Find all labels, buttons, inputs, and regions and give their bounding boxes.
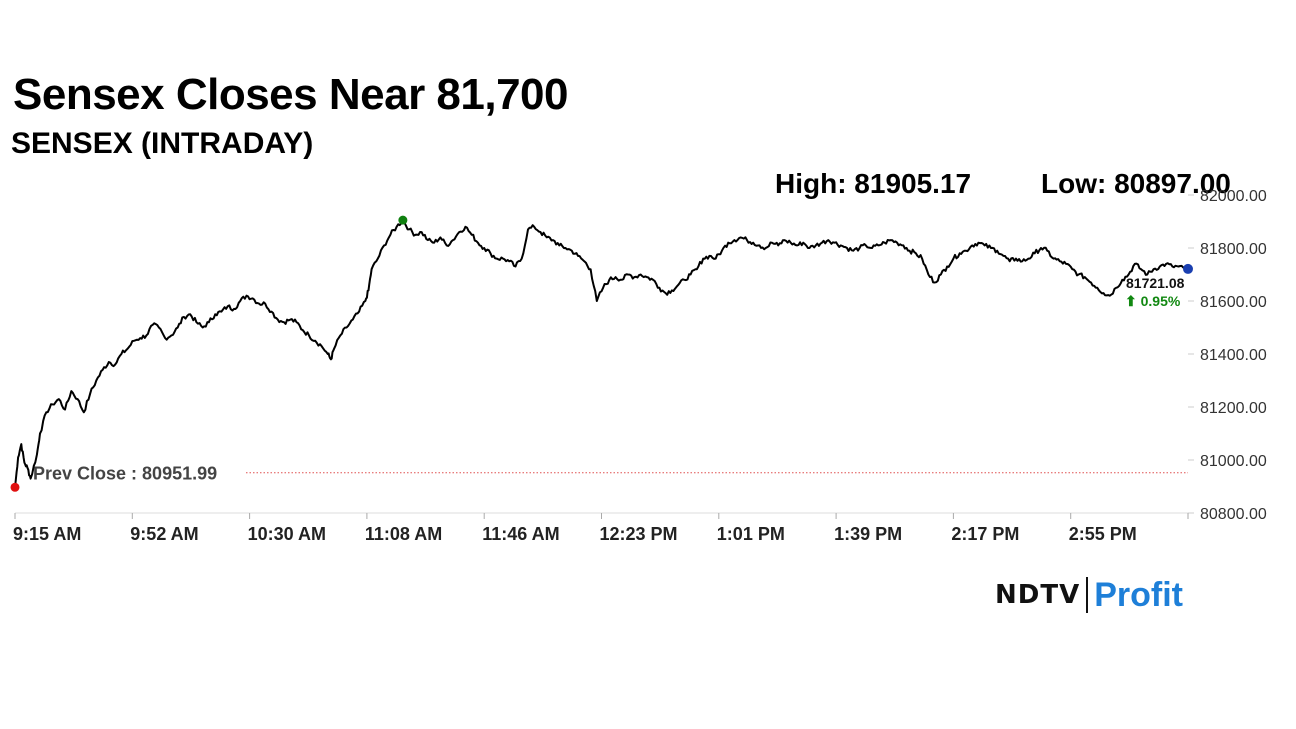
x-tick-label: 2:55 PM — [1069, 524, 1137, 544]
chart-title: SENSEX (INTRADAY) — [11, 127, 314, 160]
last-price-marker — [1183, 263, 1193, 274]
percent-change-label: ⬆ 0.95% — [1125, 293, 1181, 309]
profit-wordmark: Profit — [1094, 575, 1183, 614]
x-tick-label: 9:15 AM — [13, 524, 81, 544]
ndtv-wordmark: NDTV — [995, 580, 1081, 610]
x-tick-label: 1:01 PM — [717, 524, 785, 544]
day-low-marker — [10, 482, 20, 492]
price-series-line — [14, 219, 1189, 488]
x-tick-label: 10:30 AM — [248, 524, 326, 544]
x-axis: 9:15 AM 9:52 AM 10:30 AM 11:08 AM 11:46 AM 12… — [13, 512, 1189, 544]
headline: Sensex Closes Near 81,700 — [13, 70, 569, 119]
x-tick-label: 12:23 PM — [600, 524, 678, 544]
y-tick-label: 81800.00 — [1200, 241, 1267, 258]
y-tick-label: 81400.00 — [1200, 347, 1267, 364]
prev-close-label: Prev Close : 80951.99 — [33, 464, 217, 484]
x-tick-label: 11:46 AM — [482, 524, 559, 544]
x-tick-label: 2:17 PM — [951, 524, 1019, 544]
logo-divider — [1086, 577, 1089, 613]
day-low-label: Low: 80897.00 — [1041, 168, 1231, 199]
y-tick-label: 81600.00 — [1200, 294, 1267, 311]
y-tick-label: 82000.00 — [1200, 188, 1267, 205]
y-tick-label: 81000.00 — [1200, 453, 1267, 470]
x-tick-label: 1:39 PM — [834, 524, 902, 544]
y-tick-label: 81200.00 — [1200, 400, 1267, 417]
day-high-marker — [398, 215, 408, 225]
x-tick-label: 11:08 AM — [365, 524, 442, 544]
day-high-label: High: 81905.17 — [775, 168, 972, 199]
y-tick-label: 80800.00 — [1200, 506, 1267, 523]
y-axis: 82000.00 81800.00 81600.00 81400.00 81200.00… — [1188, 188, 1267, 523]
ndtv-profit-logo: NDTV Profit — [995, 575, 1183, 615]
x-tick-label: 9:52 AM — [130, 524, 198, 544]
last-price-label: 81721.08 — [1126, 275, 1185, 291]
